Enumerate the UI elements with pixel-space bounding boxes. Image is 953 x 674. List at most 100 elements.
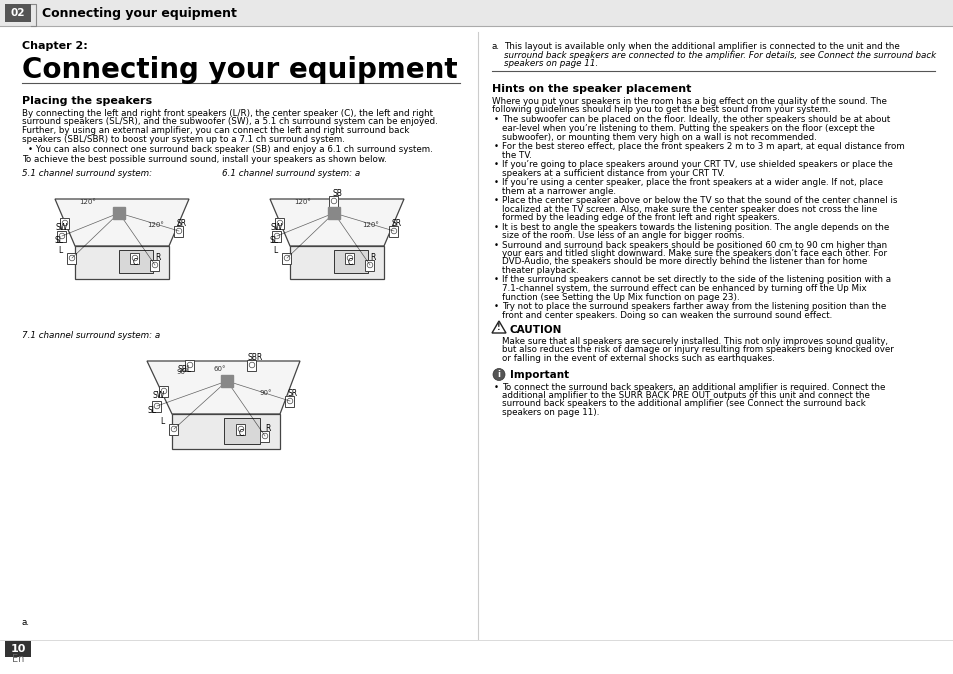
Text: the TV.: the TV.	[501, 150, 532, 160]
Text: L: L	[160, 417, 164, 426]
Text: •: •	[494, 222, 498, 231]
Polygon shape	[55, 199, 189, 246]
Polygon shape	[270, 199, 403, 246]
Text: R: R	[265, 424, 271, 433]
Text: SW: SW	[56, 223, 68, 232]
Bar	[260, 431, 269, 441]
Text: SB: SB	[332, 189, 341, 198]
Polygon shape	[172, 414, 280, 449]
Text: speakers on page 11).: speakers on page 11).	[501, 408, 598, 417]
Text: 120°: 120°	[147, 222, 164, 228]
Text: theater playback.: theater playback.	[501, 266, 578, 275]
Text: Further, by using an external amplifier, you can connect the left and right surr: Further, by using an external amplifier,…	[22, 126, 409, 135]
Text: SBR: SBR	[247, 353, 262, 362]
Text: surround speakers (SL/SR), and the subwoofer (SW), a 5.1 ch surround system can : surround speakers (SL/SR), and the subwo…	[22, 117, 437, 127]
Bar	[57, 231, 67, 241]
Text: SL: SL	[54, 236, 64, 245]
Bar	[329, 195, 338, 206]
Text: 6.1 channel surround system: a: 6.1 channel surround system: a	[222, 169, 360, 178]
Text: but also reduces the risk of damage or injury resulting from speakers being knoc: but also reduces the risk of damage or i…	[501, 346, 893, 355]
Text: •: •	[494, 178, 498, 187]
Text: Place the center speaker above or below the TV so that the sound of the center c: Place the center speaker above or below …	[501, 196, 897, 205]
Polygon shape	[147, 361, 299, 414]
Text: surround back speakers to the additional amplifier (see Connect the surround bac: surround back speakers to the additional…	[501, 400, 864, 408]
Text: 02: 02	[10, 8, 25, 18]
Text: To connect the surround back speakers, an additional amplifier is required. Conn: To connect the surround back speakers, a…	[501, 383, 884, 392]
Text: If you’re using a center speaker, place the front speakers at a wider angle. If : If you’re using a center speaker, place …	[501, 178, 882, 187]
Bar	[5, 4, 30, 22]
Text: Important: Important	[510, 371, 569, 381]
Circle shape	[493, 369, 504, 381]
Text: i: i	[497, 370, 500, 379]
Text: Where you put your speakers in the room has a big effect on the quality of the s: Where you put your speakers in the room …	[492, 96, 886, 106]
Text: If you’re going to place speakers around your CRT TV, use shielded speakers or p: If you’re going to place speakers around…	[501, 160, 892, 169]
Polygon shape	[224, 418, 260, 444]
Text: 90°: 90°	[260, 390, 273, 396]
Text: speakers on page 11.: speakers on page 11.	[503, 59, 598, 68]
Bar	[275, 218, 284, 228]
Text: SBL: SBL	[178, 365, 192, 374]
Text: En: En	[12, 654, 25, 664]
Bar	[131, 253, 139, 264]
Text: To achieve the best possible surround sound, install your speakers as shown belo: To achieve the best possible surround so…	[22, 155, 387, 164]
Text: SW: SW	[271, 223, 283, 232]
Text: By connecting the left and right front speakers (L/R), the center speaker (C), t: By connecting the left and right front s…	[22, 109, 433, 118]
Text: L: L	[58, 246, 62, 255]
Text: 10: 10	[10, 644, 26, 654]
Text: localized at the TV screen. Also, make sure the center speaker does not cross th: localized at the TV screen. Also, make s…	[501, 204, 877, 214]
Text: 7.1-channel system, the surround effect can be enhanced by turning off the Up Mi: 7.1-channel system, the surround effect …	[501, 284, 865, 293]
Text: C: C	[347, 258, 353, 267]
Text: subwoofer), or mounting them very high on a wall is not recommended.: subwoofer), or mounting them very high o…	[501, 133, 816, 142]
Text: additional amplifier to the SURR BACK PRE OUT outputs of this unit and connect t: additional amplifier to the SURR BACK PR…	[501, 391, 869, 400]
Text: surround back speakers are connected to the amplifier. For details, see Connect : surround back speakers are connected to …	[503, 51, 935, 59]
Text: •: •	[494, 276, 498, 284]
Text: them at a narrower angle.: them at a narrower angle.	[501, 187, 616, 195]
Bar	[345, 253, 355, 264]
Text: SR: SR	[176, 219, 187, 228]
Text: size of the room. Use less of an angle for bigger rooms.: size of the room. Use less of an angle f…	[501, 231, 744, 240]
Text: C: C	[132, 258, 137, 267]
Bar	[151, 259, 159, 270]
Text: CAUTION: CAUTION	[510, 325, 561, 335]
Text: For the best stereo effect, place the front speakers 2 m to 3 m apart, at equal : For the best stereo effect, place the fr…	[501, 142, 903, 151]
Bar	[170, 423, 178, 435]
Text: 5.1 channel surround system:: 5.1 channel surround system:	[22, 169, 152, 178]
Bar	[282, 253, 292, 264]
Polygon shape	[334, 250, 368, 273]
Text: Chapter 2:: Chapter 2:	[22, 41, 88, 51]
Text: •: •	[494, 302, 498, 311]
Text: •: •	[494, 196, 498, 205]
Text: 90°: 90°	[177, 369, 190, 375]
Bar	[273, 231, 281, 241]
Bar	[236, 423, 245, 435]
Text: speakers (SBL/SBR) to boost your system up to a 7.1 ch surround system.: speakers (SBL/SBR) to boost your system …	[22, 135, 345, 144]
Text: •: •	[494, 142, 498, 151]
Text: •: •	[494, 160, 498, 169]
Polygon shape	[290, 246, 384, 279]
Text: 60°: 60°	[213, 366, 226, 372]
Text: R: R	[370, 253, 375, 262]
Text: Try not to place the surround speakers farther away from the listening position : Try not to place the surround speakers f…	[501, 302, 885, 311]
Bar	[152, 400, 161, 412]
Text: or falling in the event of external shocks such as earthquakes.: or falling in the event of external shoc…	[501, 354, 774, 363]
Bar	[0, 0, 953, 26]
Text: Placing the speakers: Placing the speakers	[22, 96, 152, 106]
Text: a.: a.	[22, 618, 30, 627]
Text: 120°: 120°	[361, 222, 378, 228]
Text: a.: a.	[492, 42, 499, 51]
Bar	[389, 226, 398, 237]
Text: speakers at a sufficient distance from your CRT TV.: speakers at a sufficient distance from y…	[501, 168, 724, 177]
Text: SL: SL	[269, 236, 278, 245]
Text: Surround and surround back speakers should be positioned 60 cm to 90 cm higher t: Surround and surround back speakers shou…	[501, 241, 886, 249]
Polygon shape	[119, 250, 152, 273]
Text: SW: SW	[152, 391, 165, 400]
Text: Hints on the speaker placement: Hints on the speaker placement	[492, 84, 691, 94]
Text: 7.1 channel surround system: a: 7.1 channel surround system: a	[22, 331, 160, 340]
Text: Connecting your equipment: Connecting your equipment	[22, 56, 457, 84]
Text: following guidelines should help you to get the best sound from your system.: following guidelines should help you to …	[492, 105, 830, 114]
Text: your ears and titled slight downward. Make sure the speakers don’t face each oth: your ears and titled slight downward. Ma…	[501, 249, 886, 258]
Text: Connecting your equipment: Connecting your equipment	[42, 7, 236, 20]
Polygon shape	[75, 246, 169, 279]
Bar	[247, 359, 256, 371]
Text: •: •	[494, 241, 498, 249]
